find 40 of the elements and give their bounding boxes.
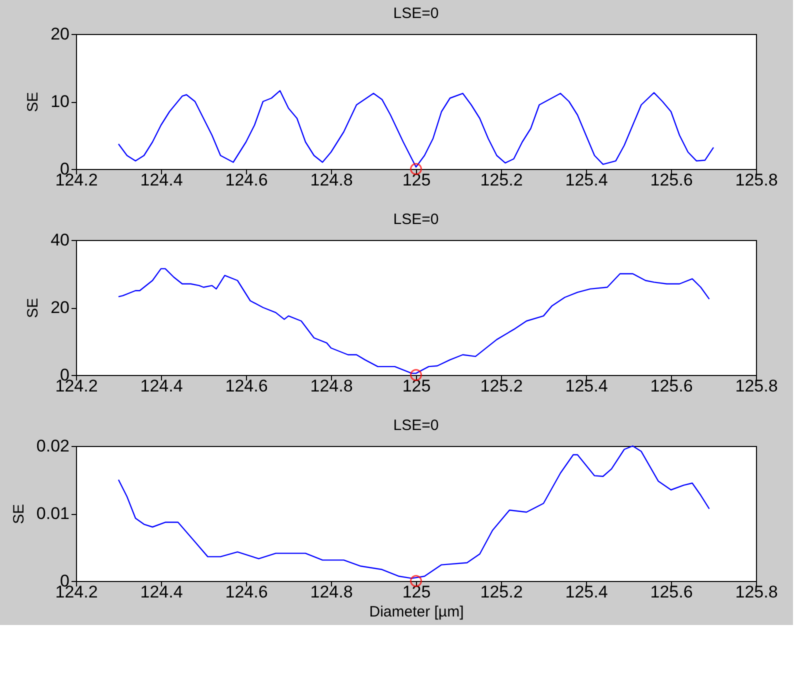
chart-title: LSE=0 (393, 5, 439, 22)
line-series (118, 268, 710, 374)
x-tick-label: 125.4 (565, 376, 608, 396)
y-axis-title: SE (24, 298, 42, 318)
x-tick-label: 124.6 (225, 170, 268, 190)
x-tick-label: 124.8 (310, 376, 353, 396)
x-tick-label: 124.6 (225, 582, 268, 602)
x-tick-label: 124.4 (140, 170, 183, 190)
x-tick-label: 124.8 (310, 170, 353, 190)
x-tick-label: 125.8 (735, 582, 778, 602)
x-tick-label: 124.4 (140, 582, 183, 602)
x-tick-label: 125 (402, 376, 431, 396)
x-tick-label: 125.4 (565, 582, 608, 602)
x-tick-label: 124.6 (225, 376, 268, 396)
x-tick-label: 125.6 (650, 582, 693, 602)
x-tick-label: 125.4 (565, 170, 608, 190)
y-tick-label: 40 (50, 230, 70, 250)
chart-title: LSE=0 (393, 211, 439, 228)
x-tick-label: 125.8 (735, 170, 778, 190)
line-series (118, 445, 710, 579)
chart-title: LSE=0 (393, 417, 439, 434)
x-axis-title: Diameter [µm] (369, 604, 464, 620)
y-axis-title: SE (24, 92, 42, 112)
y-tick-label: 0.01 (36, 504, 70, 523)
x-tick-label: 125 (402, 170, 431, 190)
y-tick-label: 20 (50, 298, 70, 317)
x-tick-label: 124.4 (140, 376, 183, 396)
x-tick-label: 125.6 (650, 376, 693, 396)
x-tick-label: 125.2 (480, 582, 523, 602)
x-tick-label: 124.8 (310, 582, 353, 602)
x-tick-label: 125.2 (480, 376, 523, 396)
x-tick-label: 125.8 (735, 376, 778, 396)
x-tick-label: 125.6 (650, 170, 693, 190)
y-axis-title: SE (10, 504, 28, 524)
y-tick-label: 20 (50, 24, 70, 44)
x-tick-label: 125 (402, 582, 431, 602)
y-tick-label: 10 (50, 92, 70, 111)
line-series (118, 90, 714, 168)
y-tick-label: 0.02 (36, 436, 70, 456)
x-tick-label: 125.2 (480, 170, 523, 190)
